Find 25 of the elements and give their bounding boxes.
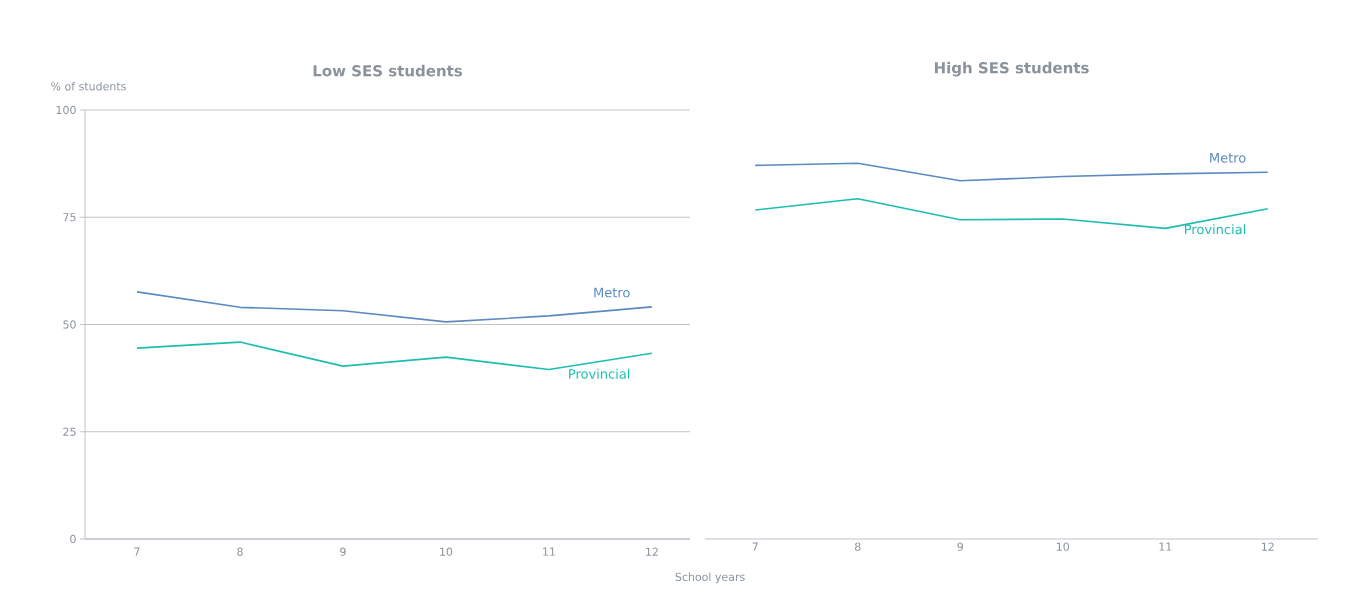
y-axis-title: % of students — [51, 81, 126, 91]
x-tick-label: 12 — [646, 547, 658, 556]
x-axis-title: School years — [675, 572, 745, 584]
series-label: Provincial — [1185, 224, 1246, 235]
x-tick-label: 7 — [752, 542, 758, 551]
x-tick-label: 9 — [340, 547, 346, 556]
x-tick-label: 11 — [543, 547, 555, 556]
x-tick-label: 7 — [134, 547, 140, 556]
x-tick-label: 11 — [1159, 542, 1172, 551]
x-tick-label: 8 — [237, 547, 243, 556]
y-tick-label: 75 — [63, 213, 76, 222]
y-tick-label: 25 — [63, 427, 76, 436]
x-tick-label: 9 — [957, 542, 963, 551]
x-tick-label: 10 — [1056, 542, 1070, 551]
chart-title: High SES students — [934, 61, 1089, 77]
chart-title: Low SES students — [313, 64, 463, 77]
x-tick-label: 12 — [1261, 542, 1274, 551]
y-tick-label: 0 — [70, 534, 76, 544]
x-tick-label: 8 — [855, 542, 861, 551]
x-tick-label: 10 — [440, 547, 453, 556]
y-tick-label: 100 — [56, 105, 76, 115]
series-label: Metro — [1210, 153, 1246, 163]
series-label: Metro — [594, 287, 630, 298]
y-tick-label: 50 — [63, 320, 76, 329]
series-label: Provincial — [569, 368, 630, 379]
